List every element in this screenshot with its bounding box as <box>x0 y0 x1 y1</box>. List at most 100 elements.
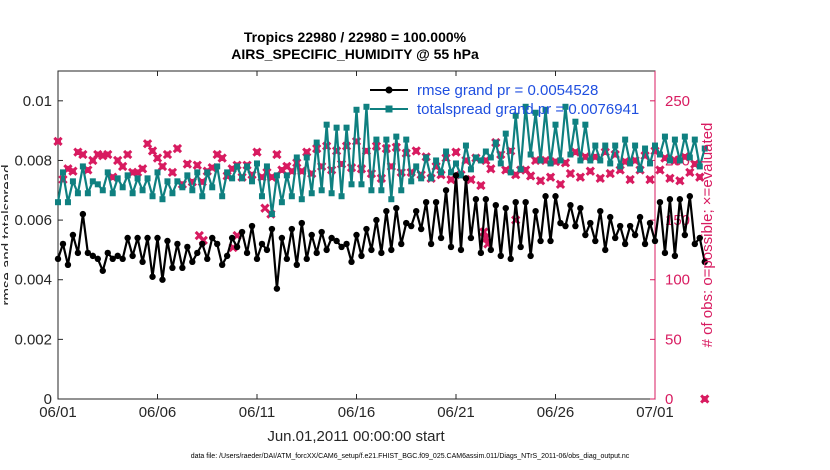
rmse-point <box>502 204 509 212</box>
obs-evaluated-marker <box>272 149 282 160</box>
obs-evaluated-stroke <box>172 143 183 154</box>
obs-evaluated-stroke <box>476 180 486 191</box>
totalspread-point <box>174 178 181 185</box>
obs-evaluated-marker <box>152 153 163 163</box>
totalspread-point <box>59 169 66 176</box>
legend-rmse-label: rmse grand pr = 0.0054528 <box>417 82 598 99</box>
totalspread-point <box>159 196 166 203</box>
obs-evaluated-stroke <box>122 149 133 160</box>
totalspread-point <box>378 187 385 194</box>
totalspread-point <box>333 124 340 131</box>
rmse-point <box>169 264 176 271</box>
totalspread-point <box>239 175 246 182</box>
rmse-point <box>602 246 609 254</box>
rmse-point <box>154 234 161 242</box>
rmse-point <box>607 213 614 221</box>
rmse-point <box>626 222 634 230</box>
totalspread-point <box>288 193 295 200</box>
totalspread-point <box>234 163 241 170</box>
totalspread-point <box>323 121 330 128</box>
rmse-point <box>233 243 241 251</box>
totalspread-point <box>278 199 285 206</box>
rmse-point <box>189 258 196 266</box>
totalspread-point <box>661 133 668 140</box>
rmse-point <box>119 255 126 263</box>
rmse-point <box>447 243 455 251</box>
obs-evaluated-stroke <box>68 166 78 176</box>
obs-evaluated-stroke <box>690 159 700 169</box>
totalspread-point <box>64 199 71 206</box>
rmse-point <box>99 267 106 274</box>
totalspread-point <box>666 157 673 164</box>
totalspread-point <box>184 172 191 179</box>
totalspread-point <box>448 169 455 176</box>
totalspread-point <box>542 106 549 113</box>
obs-evaluated-stroke <box>113 155 123 166</box>
rmse-point <box>472 196 480 203</box>
totalspread-point <box>577 157 584 164</box>
rmse-point <box>164 237 171 245</box>
rmse-point <box>238 228 246 236</box>
obs-evaluated-stroke <box>192 160 202 170</box>
totalspread-point <box>338 193 345 200</box>
x-axis: 06/01 06/06 06/11 06/16 06/21 06/26 07/01 <box>39 71 674 421</box>
totalspread-point <box>686 154 693 161</box>
rmse-point <box>223 252 231 260</box>
totalspread-point <box>691 136 698 143</box>
totalspread-point <box>507 169 514 176</box>
totalspread-point <box>134 175 141 182</box>
obs-evaluated-stroke <box>152 153 163 163</box>
rmse-point <box>283 255 291 263</box>
totalspread-point <box>572 118 579 125</box>
rmse-point <box>587 219 594 227</box>
rmse-point <box>278 234 286 242</box>
totalspread-point <box>214 163 221 170</box>
obs-evaluated-marker <box>545 172 556 182</box>
rmse-point <box>74 249 82 257</box>
rmse-point <box>204 255 211 263</box>
x-tick-label: 06/01 <box>39 404 77 421</box>
totalspread-point <box>104 169 111 176</box>
obs-evaluated-marker <box>53 136 63 147</box>
obs-evaluated-stroke <box>252 147 262 157</box>
rmse-point <box>248 222 256 230</box>
rmse-point <box>542 193 549 200</box>
rmse-point <box>691 240 698 248</box>
totalspread-point <box>308 190 315 197</box>
obs-evaluated-stroke <box>501 165 511 175</box>
rmse-point <box>577 204 584 212</box>
rmse-point <box>273 285 281 292</box>
rmse-point <box>656 199 664 206</box>
rmse-point <box>338 243 345 251</box>
obs-evaluated-stroke <box>212 149 222 160</box>
totalspread-point <box>129 190 136 197</box>
obs-evaluated-stroke <box>182 159 193 169</box>
totalspread-point <box>224 169 231 176</box>
totalspread-point <box>527 151 534 158</box>
rmse-point <box>567 201 574 209</box>
rmse-point <box>293 261 300 269</box>
x-tick-label: 06/26 <box>537 404 575 421</box>
totalspread-point <box>194 169 201 176</box>
y-right-tick-label: 0 <box>665 391 673 408</box>
y-left-tick-label: 0.006 <box>14 212 52 229</box>
rmse-point <box>597 207 604 215</box>
rmse-point <box>522 199 529 206</box>
totalspread-point <box>502 130 509 137</box>
rmse-point <box>422 199 430 206</box>
obs-evaluated-marker <box>675 176 685 186</box>
totalspread-point <box>522 103 529 110</box>
rmse-point <box>228 234 236 242</box>
rmse-point <box>184 243 191 251</box>
totalspread-point <box>199 193 206 200</box>
totalspread-point <box>149 193 156 200</box>
totalspread-point <box>602 142 609 149</box>
obs-evaluated-marker <box>700 394 710 404</box>
obs-evaluated-stroke <box>272 149 282 160</box>
obs-evaluated-marker <box>595 173 605 184</box>
totalspread-point <box>363 103 370 110</box>
rmse-point <box>318 228 325 236</box>
rmse-point <box>388 246 395 254</box>
rmse-point <box>313 249 320 257</box>
